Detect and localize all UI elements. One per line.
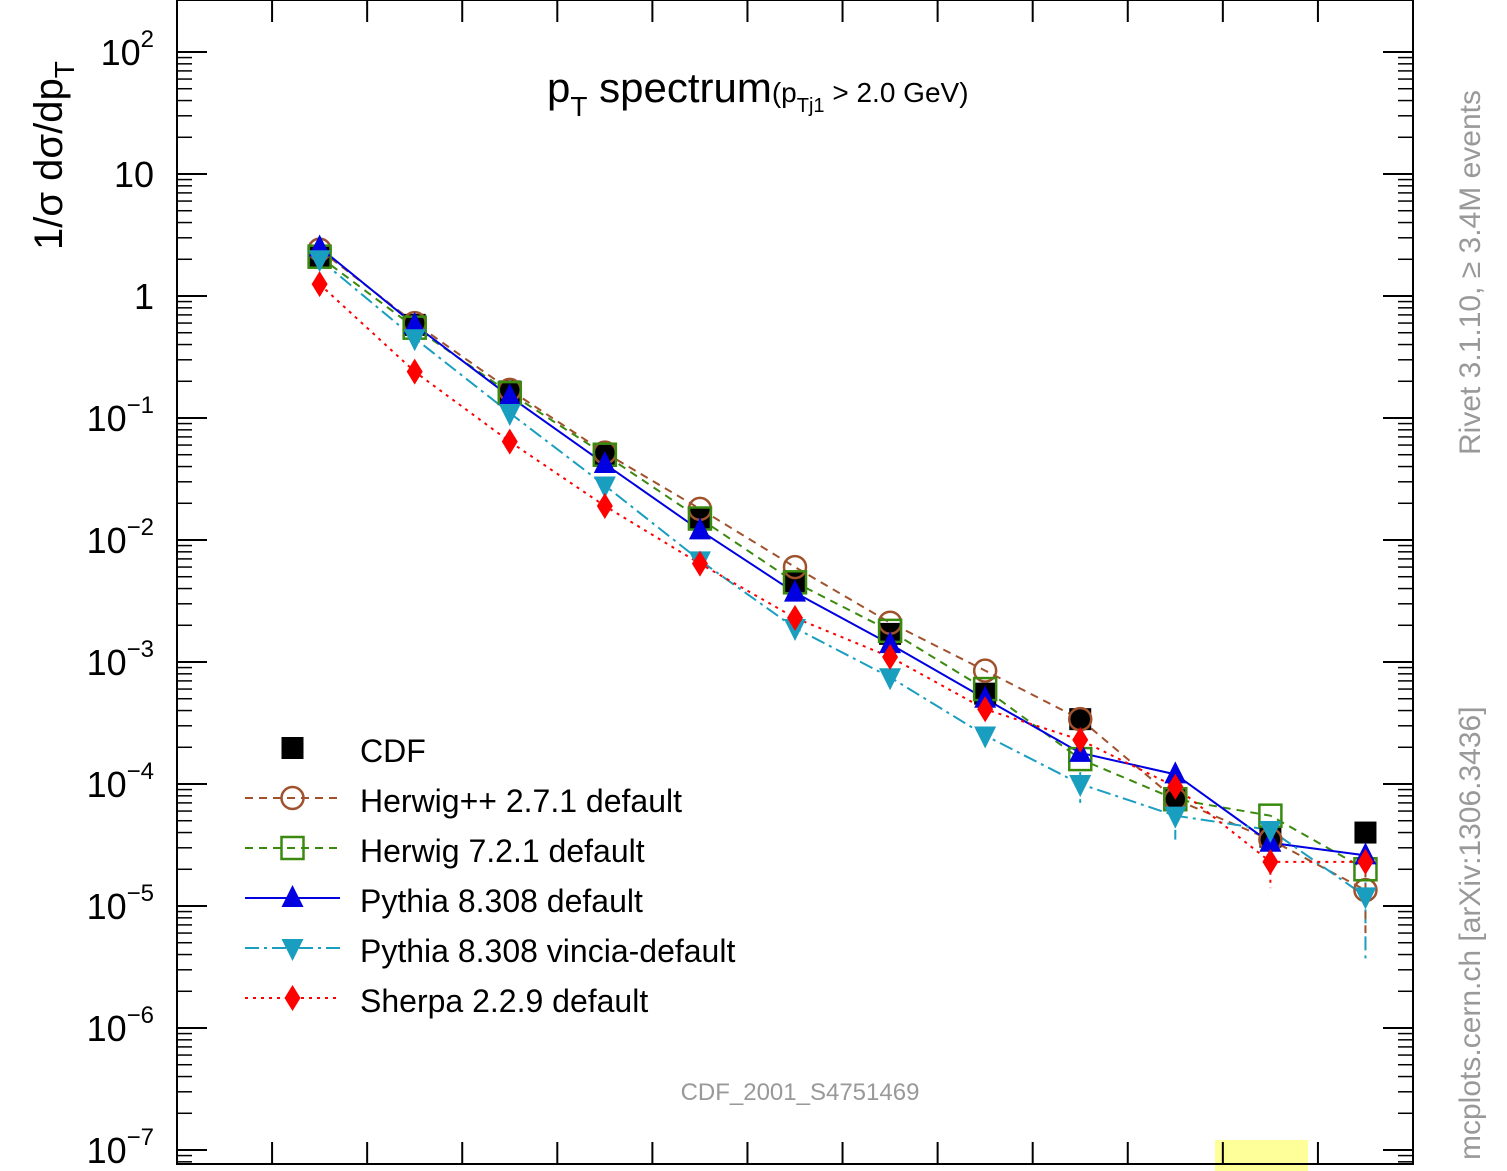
marker-series-2 <box>403 311 426 334</box>
marker-series-0 <box>972 658 998 683</box>
plot-frame <box>176 0 1414 1165</box>
marker-series-3 <box>1259 820 1282 843</box>
mcplots-label: mcplots.cern.ch [arXiv:1306.3436] <box>1454 706 1487 1160</box>
y-tick-label: 10−1 <box>87 392 154 439</box>
marker-series-4 <box>596 492 613 519</box>
y-tick-label: 10−4 <box>87 758 154 805</box>
legend-marker-cdf <box>281 737 304 759</box>
y-tick-label: 10−5 <box>87 880 154 927</box>
marker-series-3 <box>1164 806 1187 829</box>
analysis-label: CDF_2001_S4751469 <box>681 1079 920 1106</box>
legend-label-1: Herwig 7.2.1 default <box>360 833 645 869</box>
legend-label-cdf: CDF <box>360 733 426 769</box>
y-tick-label: 10 <box>114 154 154 195</box>
series-layer <box>307 234 1378 964</box>
legend-marker-3 <box>281 939 304 961</box>
y-tick-label: 10−3 <box>87 636 154 683</box>
marker-series-4 <box>1262 848 1279 875</box>
marker-series-4 <box>501 428 518 455</box>
marker-series-3 <box>1069 775 1092 797</box>
legend-label-3: Pythia 8.308 vincia-default <box>360 933 735 969</box>
marker-series-3 <box>593 476 616 499</box>
plot-border <box>176 0 1414 1165</box>
legend-marker-4 <box>284 985 301 1011</box>
marker-series-4 <box>1357 848 1374 875</box>
series-line-2 <box>318 246 1366 857</box>
series-line-0 <box>319 248 1366 891</box>
marker-series-3 <box>1354 887 1377 910</box>
y-tick-label: 1 <box>134 276 154 317</box>
y-axis: 102 10 1 10−1 10−2 10−3 10−4 10−5 10−6 10−7 <box>87 26 1413 1171</box>
marker-series-2 <box>688 517 711 540</box>
legend-label-4: Sherpa 2.2.9 default <box>360 983 648 1019</box>
marker-series-2 <box>1164 761 1187 784</box>
y-axis-label: 1/σ dσ/dpT <box>27 61 80 250</box>
series-line-1 <box>319 255 1366 871</box>
legend-marker-0 <box>280 785 305 811</box>
legend-marker-2 <box>281 885 304 907</box>
legend-label-0: Herwig++ 2.7.1 default <box>360 783 682 819</box>
marker-series-2 <box>593 450 616 473</box>
marker-series-4 <box>406 358 423 385</box>
marker-series-3 <box>308 250 331 273</box>
y-tick-label: 10−7 <box>87 1124 154 1171</box>
marker-series-3 <box>498 403 521 426</box>
marker-series-3 <box>403 329 426 352</box>
marker-series-4 <box>977 696 994 723</box>
rivet-version-label: Rivet 3.1.10, ≥ 3.4M events <box>1454 90 1487 455</box>
marker-series-4 <box>311 271 328 298</box>
marker-series-2 <box>879 631 902 654</box>
marker-series-4 <box>1167 773 1184 800</box>
marker-series-4 <box>787 604 803 631</box>
chart-title: pT spectrum(pTj1 > 2.0 GeV) <box>547 64 969 122</box>
series-line-4 <box>318 283 1366 863</box>
data-point-cdf <box>1069 708 1092 731</box>
series-line-3 <box>318 258 1367 898</box>
marker-series-0 <box>782 554 808 580</box>
legend-label-2: Pythia 8.308 default <box>360 883 643 919</box>
marker-series-2 <box>784 579 806 602</box>
data-point-cdf <box>1354 821 1377 844</box>
highlight-layer <box>1215 1140 1308 1171</box>
marker-series-3 <box>879 668 902 691</box>
legend-marker-1 <box>280 835 305 861</box>
marker-series-4 <box>1072 726 1089 753</box>
y-tick-label: 10−6 <box>87 1002 154 1049</box>
legend: CDF Herwig++ 2.7.1 default Herwig 7.2.1 de… <box>245 733 735 1019</box>
marker-series-4 <box>691 550 708 577</box>
marker-series-3 <box>974 726 997 749</box>
y-tick-label: 102 <box>101 26 154 73</box>
marker-series-2 <box>498 383 521 406</box>
highlight-region <box>1215 1140 1308 1171</box>
y-tick-label: 10−2 <box>87 514 154 561</box>
marker-series-4 <box>882 643 899 670</box>
